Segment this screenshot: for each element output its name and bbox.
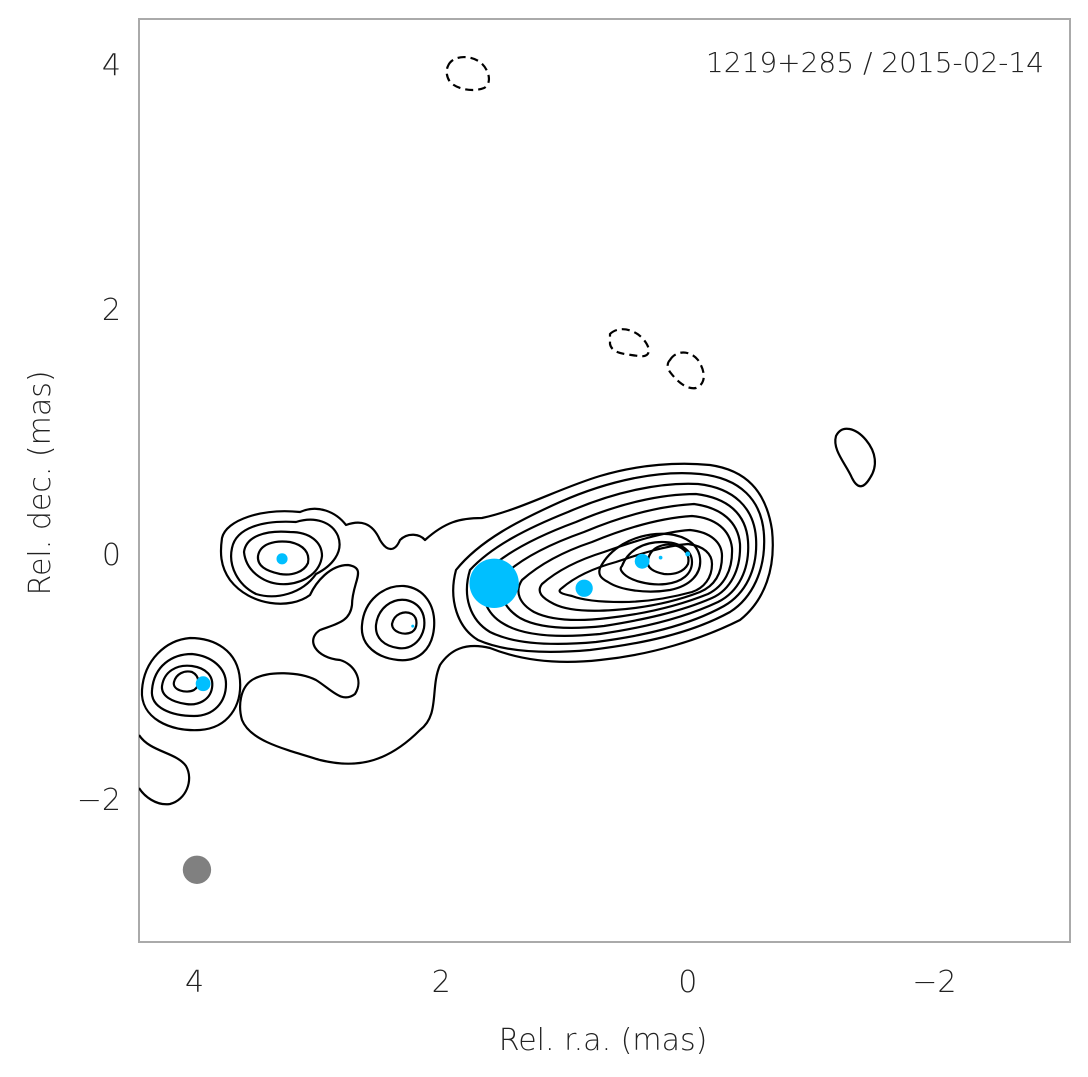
beam-ellipse: [182, 855, 212, 884]
component-4: [575, 579, 593, 597]
contour-level-4: [256, 540, 310, 576]
contour-level-9: [150, 652, 228, 718]
y-axis-label: Rel. dec. (mas): [23, 370, 58, 595]
y-tick-label: 4: [102, 48, 121, 83]
component-1: [685, 551, 691, 557]
contour-level-19: [558, 542, 714, 604]
contour-level-14: [465, 482, 758, 645]
contour-level-2: [230, 518, 341, 598]
contour-negative-1: [445, 56, 490, 92]
contour-level-21: [619, 540, 694, 586]
contour-level-10: [160, 664, 214, 706]
contour-level-12: [139, 734, 191, 806]
y-axis-ticks: 4 2 0 −2: [77, 48, 121, 817]
contour-negative-3: [666, 351, 705, 390]
contour-level-16: [499, 502, 742, 630]
y-tick-label: 0: [102, 538, 121, 573]
contour-level-23: [834, 427, 876, 488]
plot-frame: [138, 18, 1071, 943]
component-marks: [182, 551, 691, 884]
component-8: [195, 676, 211, 692]
contour-level-18: [538, 528, 724, 612]
contour-level-5: [360, 584, 436, 662]
contour-level-22: [646, 543, 690, 576]
chart-title: 1219+285 / 2015-02-14: [706, 46, 1044, 79]
x-tick-label: 0: [678, 965, 697, 1000]
x-axis-label: Rel. r.a. (mas): [499, 1023, 708, 1058]
contour-level-8: [140, 636, 242, 732]
x-tick-label: −2: [912, 965, 956, 1000]
x-axis-ticks: 4 2 0 −2: [185, 965, 957, 1000]
y-tick-label: 2: [102, 293, 121, 328]
contour-negative-2: [608, 328, 650, 358]
contour-level-1: [219, 462, 774, 765]
x-tick-label: 4: [185, 965, 204, 1000]
contour-level-6: [374, 598, 426, 650]
component-7: [276, 553, 288, 565]
contour-level-20: [598, 532, 702, 593]
contour-level-3: [242, 530, 324, 586]
contour-level-17: [517, 514, 734, 622]
component-6: [411, 624, 415, 628]
contour-level-7: [390, 611, 418, 635]
contour-level-15: [481, 492, 750, 637]
component-2: [658, 555, 663, 560]
component-5: [469, 558, 519, 608]
component-3: [634, 553, 650, 569]
x-tick-label: 2: [432, 965, 451, 1000]
y-tick-label: −2: [77, 783, 121, 818]
contour-level-13: [452, 472, 766, 653]
contour-layer: [139, 56, 876, 806]
